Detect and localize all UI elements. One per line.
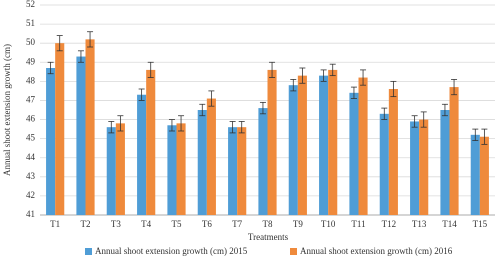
error-bar [472, 128, 479, 141]
error-bar [168, 119, 175, 132]
y-tick-label: 51 [26, 18, 35, 28]
bar [137, 94, 147, 215]
y-tick-label: 49 [26, 56, 36, 66]
x-tick-label: T5 [172, 219, 182, 229]
error-bar [329, 63, 336, 77]
x-tick-label: T13 [412, 219, 427, 229]
bar [388, 89, 398, 215]
legend-swatch [290, 248, 297, 255]
error-bar [390, 80, 397, 98]
error-bar [138, 88, 145, 101]
error-bar [117, 115, 124, 132]
y-axis-label: Annual shoot extension growth (cm) [2, 44, 12, 176]
bar [228, 127, 238, 215]
bar [358, 77, 368, 215]
x-tick-label: T9 [293, 219, 303, 229]
error-bar [269, 61, 276, 78]
bar [176, 123, 186, 215]
error-bar [208, 90, 215, 107]
bar [470, 134, 480, 215]
error-bar [360, 69, 367, 86]
y-tick-label: 44 [26, 152, 36, 162]
bar [267, 69, 277, 215]
error-bar [178, 115, 185, 132]
error-bar [87, 31, 94, 48]
y-tick-label: 52 [26, 0, 35, 9]
y-tick-label: 50 [26, 37, 36, 47]
bar [410, 121, 420, 215]
error-bar [238, 121, 245, 134]
y-tick-label: 43 [26, 171, 36, 181]
error-bar [441, 103, 448, 117]
bar [479, 136, 489, 215]
legend-label: Annual shoot extension growth (cm) 2016 [300, 246, 453, 256]
bar [419, 119, 429, 215]
bar [449, 87, 459, 215]
error-bar [411, 115, 418, 128]
error-bar [420, 111, 427, 128]
bar [288, 85, 298, 215]
bar [379, 113, 389, 215]
error-bar [147, 61, 154, 78]
error-bar [299, 67, 306, 84]
error-bar [77, 50, 84, 63]
y-tick-label: 48 [26, 75, 36, 85]
error-bar [199, 103, 206, 117]
legend-label: Annual shoot extension growth (cm) 2015 [95, 246, 248, 256]
y-tick-label: 42 [26, 190, 35, 200]
bar [258, 108, 268, 215]
x-tick-label: T8 [263, 219, 273, 229]
x-tick-label: T10 [321, 219, 336, 229]
error-bar [290, 79, 297, 92]
bar [319, 75, 329, 216]
bar [167, 125, 177, 215]
bar [328, 69, 338, 215]
error-bar [350, 86, 357, 99]
x-tick-label: T6 [202, 219, 212, 229]
x-tick-label: T11 [351, 219, 365, 229]
bar [440, 110, 450, 215]
x-tick-label: T2 [81, 219, 91, 229]
x-tick-label: T7 [232, 219, 242, 229]
y-tick-label: 41 [26, 209, 35, 219]
error-bar [47, 61, 54, 75]
error-bar [381, 107, 388, 120]
bar [349, 92, 359, 215]
y-tick-label: 46 [26, 114, 36, 124]
bar [46, 68, 56, 215]
bar [197, 110, 207, 215]
bar [237, 127, 247, 215]
x-tick-label: T4 [141, 219, 151, 229]
bar [106, 127, 116, 215]
error-bar [56, 35, 63, 52]
y-tick-label: 45 [26, 133, 36, 143]
error-bar [320, 69, 327, 82]
bar [297, 75, 307, 216]
x-tick-label: T14 [442, 219, 457, 229]
legend-swatch [85, 248, 92, 255]
error-bar [451, 79, 458, 96]
bar [146, 69, 156, 215]
error-bar [108, 121, 115, 134]
error-bar [229, 121, 236, 134]
x-tick-label: T3 [111, 219, 121, 229]
bar [206, 98, 216, 215]
bar [85, 39, 95, 216]
bar [55, 43, 65, 215]
error-bar [481, 128, 488, 145]
bar [115, 123, 125, 215]
y-tick-label: 47 [26, 95, 36, 105]
x-axis-label: Treatments [248, 232, 289, 242]
x-tick-label: T15 [473, 219, 488, 229]
bar [76, 56, 86, 215]
x-tick-label: T1 [50, 219, 60, 229]
x-tick-label: T12 [382, 219, 397, 229]
error-bar [259, 101, 266, 115]
